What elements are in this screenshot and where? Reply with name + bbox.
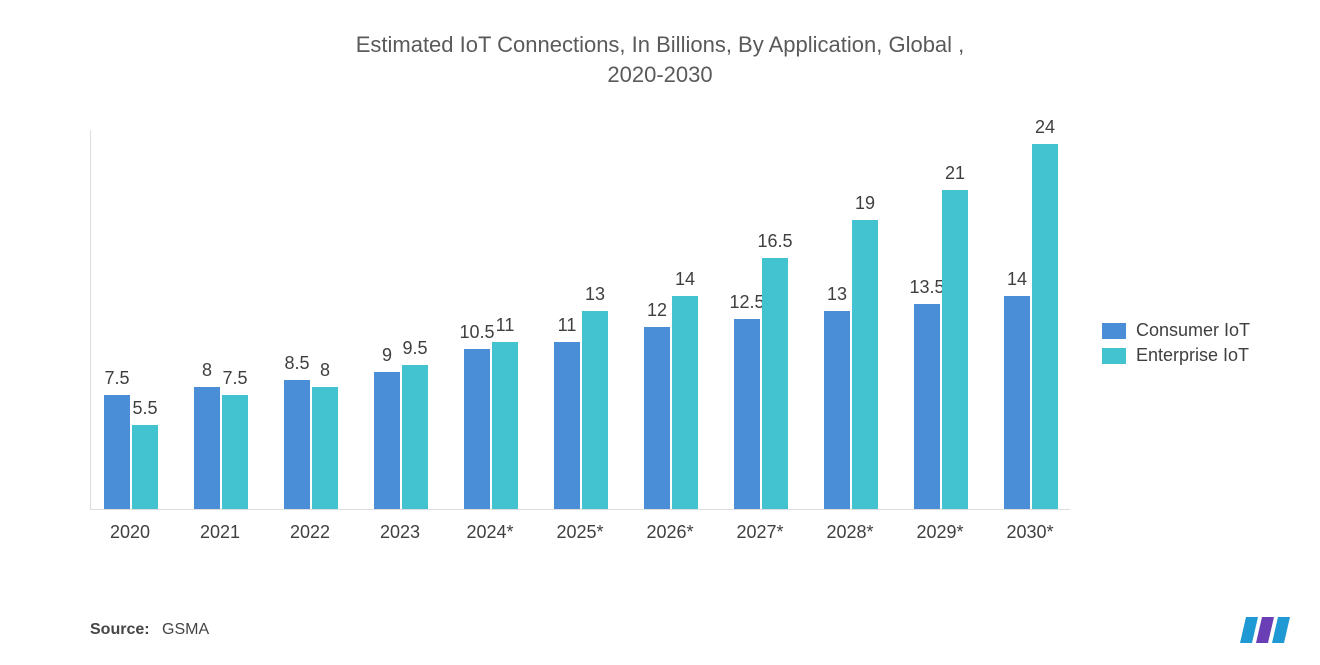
source-label: Source: [90, 621, 150, 638]
source-caption: Source: GSMA [90, 621, 209, 639]
x-axis-label: 2023 [380, 522, 420, 543]
bar: 8.5 [284, 380, 310, 509]
bar: 12 [644, 327, 670, 509]
bar-value-label: 12.5 [729, 292, 764, 313]
bar: 5.5 [132, 425, 158, 509]
chart-area: 7.55.587.58.5899.510.5111113121412.516.5… [90, 130, 1070, 550]
bar-value-label: 7.5 [222, 368, 247, 389]
bar-value-label: 10.5 [459, 322, 494, 343]
x-axis-label: 2021 [200, 522, 240, 543]
bar: 13.5 [914, 304, 940, 509]
bar-value-label: 7.5 [104, 368, 129, 389]
bar-value-label: 11 [496, 315, 515, 336]
legend-label-enterprise: Enterprise IoT [1136, 345, 1249, 366]
bar-value-label: 12 [647, 300, 667, 321]
bar-value-label: 16.5 [757, 231, 792, 252]
x-axis-label: 2028* [826, 522, 873, 543]
bar: 24 [1032, 144, 1058, 509]
x-axis-label: 2026* [646, 522, 693, 543]
legend-swatch-consumer [1102, 323, 1126, 339]
bar: 21 [942, 190, 968, 509]
bar: 7.5 [222, 395, 248, 509]
x-axis-label: 2025* [556, 522, 603, 543]
bar-value-label: 9 [382, 345, 392, 366]
x-axis-label: 2030* [1006, 522, 1053, 543]
bar-value-label: 19 [855, 193, 875, 214]
bar-value-label: 8 [202, 360, 212, 381]
x-axis-label: 2029* [916, 522, 963, 543]
bar: 19 [852, 220, 878, 509]
bar: 11 [554, 342, 580, 509]
legend-swatch-enterprise [1102, 348, 1126, 364]
bar-value-label: 14 [1007, 269, 1027, 290]
bar: 16.5 [762, 258, 788, 509]
bar: 11 [492, 342, 518, 509]
legend: Consumer IoT Enterprise IoT [1102, 320, 1250, 370]
legend-item-consumer: Consumer IoT [1102, 320, 1250, 341]
bar-value-label: 14 [675, 269, 695, 290]
bar: 8 [194, 387, 220, 509]
bar-value-label: 8.5 [284, 353, 309, 374]
bar-value-label: 11 [558, 315, 577, 336]
bar: 12.5 [734, 319, 760, 509]
bar: 8 [312, 387, 338, 509]
title-line-1: Estimated IoT Connections, In Billions, … [356, 32, 965, 57]
bar-value-label: 5.5 [132, 398, 157, 419]
bar-value-label: 13 [827, 284, 847, 305]
x-axis: 2020 2021 2022 2023 2024* 2025* 2026* 2027* 2028… [90, 510, 1070, 550]
brand-logo [1236, 613, 1294, 643]
bar: 7.5 [104, 395, 130, 509]
bar: 10.5 [464, 349, 490, 509]
bar: 13 [582, 311, 608, 509]
x-axis-label: 2024* [466, 522, 513, 543]
x-axis-label: 2020 [110, 522, 150, 543]
bar-value-label: 8 [320, 360, 330, 381]
x-axis-label: 2027* [736, 522, 783, 543]
bar: 14 [1004, 296, 1030, 509]
bar: 9 [374, 372, 400, 509]
bar: 9.5 [402, 365, 428, 509]
bar: 13 [824, 311, 850, 509]
legend-label-consumer: Consumer IoT [1136, 320, 1250, 341]
chart-title: Estimated IoT Connections, In Billions, … [0, 30, 1320, 89]
bar-value-label: 9.5 [402, 338, 427, 359]
bar: 14 [672, 296, 698, 509]
bar-value-label: 13.5 [909, 277, 944, 298]
bar-value-label: 24 [1035, 117, 1055, 138]
bar-value-label: 13 [585, 284, 605, 305]
title-line-2: 2020-2030 [607, 62, 712, 87]
source-value: GSMA [162, 621, 209, 638]
x-axis-label: 2022 [290, 522, 330, 543]
bar-value-label: 21 [945, 163, 965, 184]
plot-area: 7.55.587.58.5899.510.5111113121412.516.5… [90, 130, 1070, 510]
legend-item-enterprise: Enterprise IoT [1102, 345, 1250, 366]
